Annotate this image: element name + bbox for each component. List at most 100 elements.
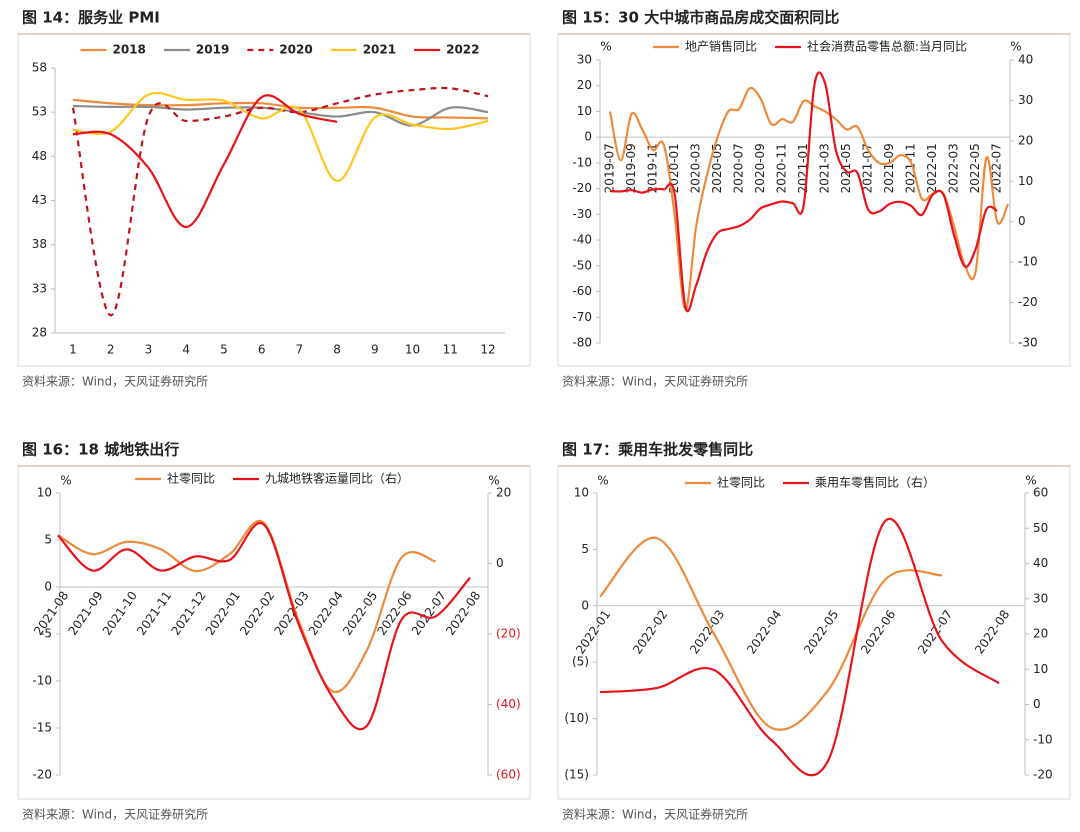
legend-label: 乘用车零售同比（右）	[815, 475, 935, 490]
y-tick-label: 28	[32, 326, 47, 340]
series-line	[599, 536, 943, 731]
x-tick-label: 2019-07	[603, 143, 617, 193]
y-tick-label: 10	[37, 486, 52, 500]
y-tick-label: 0	[584, 130, 592, 144]
x-tick-label: 9	[371, 343, 379, 357]
y2-tick-label: -20	[1018, 295, 1038, 309]
legend-label: 2019	[196, 43, 229, 57]
x-tick-label: 2021-11	[904, 143, 918, 193]
series-line	[608, 86, 1010, 311]
x-tick-label: 2022-05	[801, 607, 841, 656]
y-tick-label: -20	[572, 181, 592, 195]
legend-label: 九城地铁客运量同比（右）	[265, 471, 409, 486]
y2-tick-label: -30	[1018, 336, 1038, 350]
panel-border	[17, 33, 531, 367]
legend: 社零同比 九城地铁客运量同比（右）	[134, 471, 409, 486]
x-tick-label: 2020-09	[753, 143, 767, 193]
x-tick-label: 10	[405, 343, 420, 357]
x-tick-label: 11	[443, 343, 458, 357]
y-tick-label: (10)	[564, 711, 589, 725]
x-tick-label: 2	[107, 343, 115, 357]
y2-tick-label: 0	[1018, 214, 1026, 228]
x-tick-label: 2020-03	[689, 143, 703, 193]
legend-label: 社会消费品零售总额:当月同比	[807, 39, 967, 54]
source-note: 资料来源：Wind，天风证券研究所	[562, 374, 748, 389]
y2-tick-label: 10	[1018, 174, 1033, 188]
y-tick-label: -10	[32, 674, 52, 688]
y2-tick-label: -20	[1033, 768, 1053, 782]
x-tick-label: 12	[480, 343, 495, 357]
chart-title: 图 14：服务业 PMI	[22, 9, 160, 27]
legend: 2018 2019 2020 2021 2022	[80, 43, 480, 57]
source-note: 资料来源：Wind，天风证券研究所	[562, 807, 748, 822]
y2-tick-label: 0	[1033, 697, 1041, 711]
y-tick-label: 38	[32, 237, 47, 251]
y-axis-label: %	[60, 474, 71, 488]
source-note: 资料来源：Wind，天风证券研究所	[22, 374, 208, 389]
y-tick-label: -50	[572, 258, 592, 272]
y-tick-label: -10	[572, 155, 592, 169]
legend-label: 2021	[363, 43, 396, 57]
series-line	[71, 86, 489, 317]
y2-tick-label: 20	[1033, 627, 1048, 641]
y-tick-label: -80	[572, 336, 592, 350]
y-tick-label: -30	[572, 207, 592, 221]
y-tick-label: -60	[572, 284, 592, 298]
y2-tick-label: 40	[1018, 53, 1033, 67]
series-line	[599, 517, 1000, 777]
y-tick-label: -15	[32, 721, 52, 735]
y2-axis-label: %	[1010, 40, 1021, 54]
chart-title: 图 15：30 大中城市商品房成交面积同比	[562, 9, 839, 27]
x-tick-label: 2019-11	[646, 143, 660, 193]
x-tick-label: 2020-07	[732, 143, 746, 193]
x-tick-label: 2022-01	[925, 143, 939, 193]
x-tick-label: 2021-03	[818, 143, 832, 193]
series-line	[57, 521, 471, 731]
y2-tick-label: -10	[1033, 732, 1053, 746]
y-tick-label: 0	[44, 580, 52, 594]
legend-label: 社零同比	[167, 471, 215, 486]
x-tick-label: 2022-05	[968, 143, 982, 193]
x-tick-label: 2021-09	[882, 143, 896, 193]
x-tick-label: 2020-05	[710, 143, 724, 193]
x-tick-label: 1	[69, 343, 77, 357]
y-tick-label: 20	[577, 78, 592, 92]
y2-tick-label: -10	[1018, 255, 1038, 269]
series-line	[57, 519, 437, 694]
legend-label: 2018	[112, 43, 145, 57]
y2-tick-label: 50	[1033, 521, 1048, 535]
y-tick-label: -70	[572, 310, 592, 324]
y-tick-label: 5	[581, 542, 589, 556]
legend: 社零同比 乘用车零售同比（右）	[684, 475, 935, 490]
series-line	[72, 91, 489, 183]
x-tick-label: 2019-09	[624, 143, 638, 193]
y-tick-label: 10	[574, 486, 589, 500]
legend-label: 2020	[279, 43, 312, 57]
y2-axis-label: %	[1025, 474, 1036, 488]
panel-border	[557, 465, 1071, 800]
y2-tick-label: 30	[1018, 93, 1033, 107]
x-tick-label: 2022-02	[630, 607, 670, 656]
y-tick-label: 10	[577, 104, 592, 118]
y2-tick-label: 20	[1018, 133, 1033, 147]
legend: 地产销售同比 社会消费品零售总额:当月同比	[652, 39, 967, 54]
y-tick-label: -20	[32, 768, 52, 782]
chart-title: 图 16：18 城地铁出行	[22, 441, 179, 459]
y-tick-label: 48	[32, 149, 47, 163]
x-tick-label: 2022-04	[744, 607, 784, 656]
y-tick-label: -40	[572, 233, 592, 247]
x-tick-label: 6	[258, 343, 266, 357]
legend-label: 2022	[446, 43, 479, 57]
y2-tick-label: 30	[1033, 591, 1048, 605]
x-tick-label: 7	[296, 343, 304, 357]
panel-border	[17, 465, 531, 800]
x-tick-label: 2021-05	[839, 143, 853, 193]
y-tick-label: 53	[32, 105, 47, 119]
x-tick-label: 2022-01	[573, 607, 613, 656]
y-tick-label: 43	[32, 193, 47, 207]
y-tick-label: 5	[44, 533, 52, 547]
series-line	[72, 98, 489, 120]
series-line	[609, 71, 998, 313]
x-tick-label: 2022-08	[972, 607, 1012, 656]
x-tick-label: 2022-07	[990, 143, 1004, 193]
